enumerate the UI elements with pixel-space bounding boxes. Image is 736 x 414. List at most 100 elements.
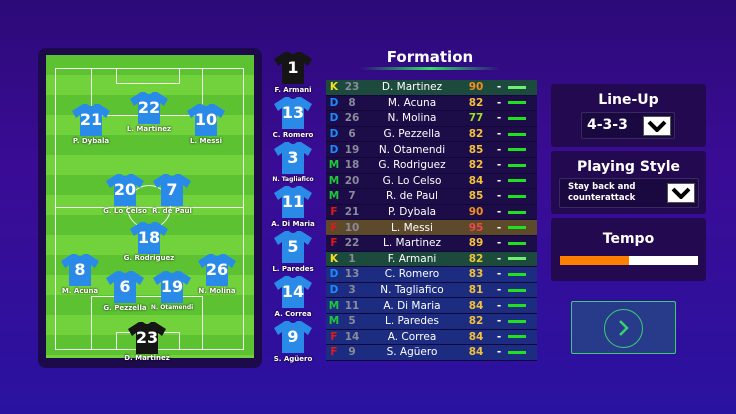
player-shirt[interactable]: 21 — [71, 103, 111, 137]
player-shirt[interactable]: 5 — [273, 230, 313, 264]
player-shirt[interactable]: 22 — [129, 91, 169, 125]
player-shirt[interactable]: 10 — [186, 103, 226, 137]
player-shirt[interactable]: 18 — [129, 221, 169, 255]
tempo-slider[interactable] — [560, 256, 698, 265]
player-shirt[interactable]: 3 — [273, 141, 313, 175]
shirt-number: 19 — [344, 143, 360, 156]
position-badge: D — [329, 284, 339, 297]
player-row[interactable]: F 21 P. Dybala 90- — [326, 204, 537, 221]
player-shirt[interactable]: 14 — [273, 275, 313, 309]
player-row[interactable]: M 18 G. Rodriguez 82- — [326, 157, 537, 174]
player-shirt[interactable]: 6 — [105, 270, 145, 304]
player-row[interactable]: F 9 S. Agüero 84- — [326, 345, 537, 361]
position-badge: F — [330, 346, 338, 359]
playing-style-value-line1: Stay back and — [568, 182, 636, 192]
fitness-bar — [508, 288, 526, 292]
player-row[interactable]: D 13 C. Romero 83- — [326, 267, 537, 283]
position-badge: F — [330, 221, 338, 234]
fitness-bar — [508, 148, 526, 152]
chevron-down-icon[interactable] — [667, 183, 695, 203]
player-name-label: G. Pezzella — [103, 304, 147, 312]
player-row[interactable]: M 20 G. Lo Celso 84- — [326, 173, 537, 190]
position-badge: M — [328, 299, 340, 312]
player-shirt[interactable]: 19 — [152, 270, 192, 304]
player-name-label: D. Martinez — [124, 354, 170, 362]
player-row[interactable]: F 22 L. Martinez 89- — [326, 235, 537, 252]
shirt-icon — [274, 52, 312, 84]
player-name: F. Armani — [387, 252, 437, 265]
player-shirt[interactable]: 13 — [273, 96, 313, 130]
shirt-number: 21 — [79, 110, 103, 129]
shirt-number: 6 — [348, 128, 356, 141]
next-button[interactable] — [571, 301, 676, 354]
tempo-panel: Tempo — [551, 218, 706, 281]
lineup-panel: Line-Up 4-3-3 — [551, 84, 706, 147]
position-badge: M — [328, 159, 340, 172]
shirt-number: 7 — [348, 190, 356, 203]
player-row[interactable]: M 5 L. Paredes 82- — [326, 313, 537, 330]
player-shirt[interactable]: 26 — [197, 253, 237, 287]
player-status: - — [496, 128, 502, 141]
player-name: L. Messi — [391, 221, 433, 234]
player-shirt[interactable]: 7 — [152, 173, 192, 207]
player-status: - — [496, 346, 502, 359]
tempo-label: Tempo — [602, 231, 655, 247]
fitness-bar — [508, 241, 526, 245]
shirt-number: 19 — [160, 277, 184, 296]
shirt-number: 13 — [281, 102, 305, 122]
shirt-number: 23 — [135, 328, 159, 347]
formation-title: Formation — [386, 48, 474, 66]
player-name: A. Di Maria — [383, 299, 441, 312]
shirt-icon — [128, 322, 166, 354]
player-shirt[interactable]: 9 — [273, 320, 313, 354]
position-badge: D — [329, 143, 339, 156]
player-status: - — [496, 190, 502, 203]
player-status: - — [496, 143, 502, 156]
player-name-label: A. Correa — [274, 310, 312, 318]
player-rating: 90 — [468, 206, 484, 219]
player-row[interactable]: M 11 A. Di Maria 84- — [326, 298, 537, 314]
chevron-down-icon[interactable] — [643, 116, 671, 136]
player-row[interactable]: M 7 R. de Paul 85- — [326, 189, 537, 205]
player-status: - — [496, 81, 502, 94]
player-shirt[interactable]: 1 — [273, 51, 313, 85]
player-shirt[interactable]: 8 — [60, 253, 100, 287]
shirt-icon — [274, 186, 312, 219]
tempo-fill — [560, 256, 629, 265]
fitness-bar — [508, 319, 526, 323]
shirt-icon — [61, 254, 99, 286]
lineup-dropdown[interactable]: 4-3-3 — [581, 112, 675, 139]
player-row[interactable]: D 3 N. Tagliafico 81- — [326, 282, 537, 299]
player-status: - — [496, 284, 502, 297]
player-name: G. Lo Celso — [382, 174, 442, 187]
playing-style-dropdown[interactable]: Stay back and counterattack — [559, 178, 699, 208]
lineup-value: 4-3-3 — [587, 117, 628, 133]
player-status: - — [496, 206, 502, 219]
player-row[interactable]: D 19 N. Otamendi 85- — [326, 142, 537, 158]
player-name: M. Acuna — [387, 96, 437, 109]
player-name: P. Dybala — [387, 206, 437, 219]
player-row[interactable]: F 10 L. Messi 95- — [326, 220, 537, 236]
player-row[interactable]: F 14 A. Correa 84- — [326, 329, 537, 346]
position-badge: F — [330, 206, 338, 219]
shirt-number: 10 — [344, 221, 360, 234]
player-row[interactable]: K 1 F. Armani 82- — [326, 251, 537, 268]
player-name-label: N. Otamendi — [150, 304, 194, 311]
player-row[interactable]: K 23 D. Martinez 90- — [326, 80, 537, 96]
player-name-label: L. Messi — [189, 137, 223, 145]
player-status: - — [496, 330, 502, 343]
player-name-label: S. Agüero — [273, 354, 313, 363]
player-rating: 90 — [468, 81, 484, 94]
shirt-number: 21 — [344, 206, 360, 219]
player-shirt[interactable]: 23 — [127, 321, 167, 355]
shirt-number: 14 — [281, 282, 305, 301]
player-row[interactable]: D 26 N. Molina 77- — [326, 111, 537, 127]
shirt-number: 20 — [344, 174, 360, 187]
player-table: K 23 D. Martinez 90- D 8 M. Acuna 82- D 26 N. Moli… — [326, 80, 537, 361]
fitness-bar — [508, 101, 526, 105]
player-shirt[interactable]: 20 — [105, 173, 145, 207]
player-row[interactable]: D 8 M. Acuna 82- — [326, 95, 537, 112]
shirt-number: 26 — [205, 260, 229, 279]
player-shirt[interactable]: 11 — [273, 185, 313, 219]
player-row[interactable]: D 6 G. Pezzella 82- — [326, 126, 537, 143]
